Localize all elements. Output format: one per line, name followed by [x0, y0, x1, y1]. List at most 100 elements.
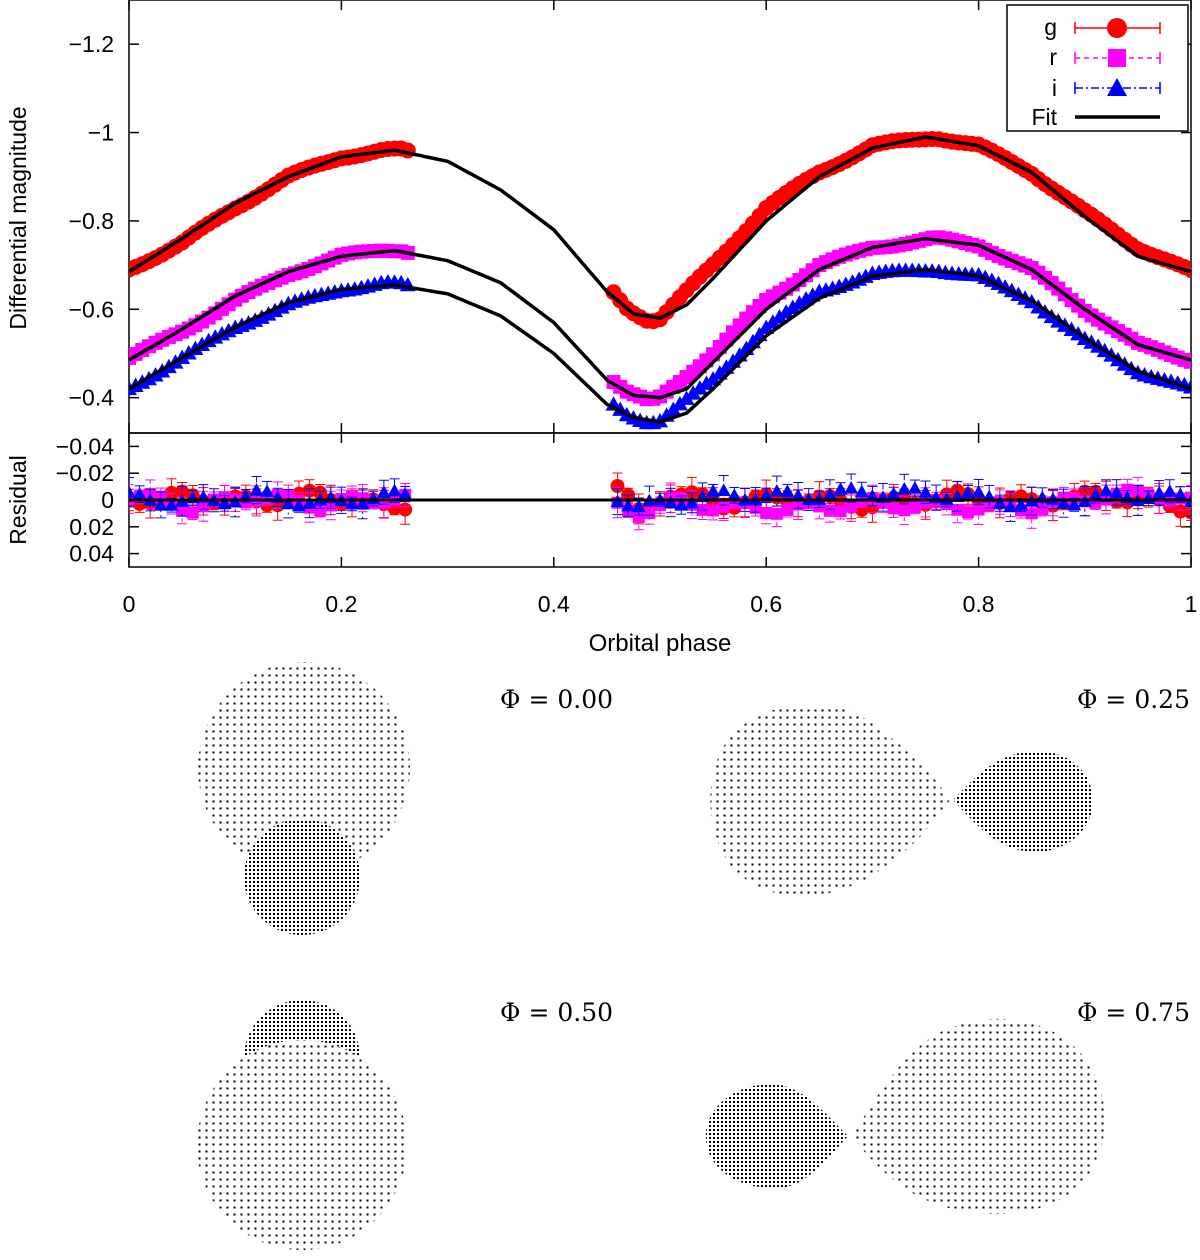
- phase-label: Φ = 0.25: [1077, 685, 1190, 714]
- residual-point-i: [854, 484, 869, 498]
- residual-point-r: [972, 503, 985, 516]
- residual-point-i: [1152, 485, 1167, 499]
- x-tick-label: 0.2: [325, 591, 357, 617]
- fit-line-fit-g: [129, 135, 1191, 320]
- residual-point-i: [345, 496, 360, 510]
- residual-point-r: [770, 507, 783, 520]
- legend-label-g: g: [1044, 14, 1057, 40]
- residual-point-r: [760, 506, 773, 519]
- residual-point-i: [960, 485, 975, 499]
- residual-x-ticks: 0 0.2 0.4 0.6 0.8 1: [123, 433, 1198, 617]
- secondary-star: [953, 751, 1093, 852]
- residual-point-i: [674, 498, 689, 511]
- fit-line-fit-i: [129, 267, 1191, 424]
- data-point-i: [784, 299, 801, 314]
- residual-point-i: [621, 498, 636, 512]
- residual-point-r: [632, 511, 645, 524]
- x-tick-label: 1: [1185, 591, 1198, 617]
- residual-point-r: [781, 503, 794, 516]
- phase-label: Φ = 0.50: [500, 998, 613, 1027]
- residual-point-i: [992, 496, 1007, 509]
- residual-point-r: [717, 500, 730, 513]
- residual-point-i: [387, 483, 402, 497]
- residual-point-r: [1121, 483, 1134, 496]
- primary-star: [197, 1040, 407, 1250]
- residual-y-tick-label: −0.02: [56, 460, 114, 486]
- residual-point-i: [1067, 497, 1082, 511]
- y-axis-label-magnitude: Differential magnitude: [5, 106, 31, 329]
- residual-point-i: [1184, 494, 1191, 508]
- binary-view-phase-025: Φ = 0.25: [710, 685, 1190, 897]
- residual-point-i: [1045, 492, 1060, 505]
- data-point-i: [778, 304, 795, 319]
- x-tick-label: 0.6: [750, 591, 782, 617]
- secondary-star: [706, 1084, 848, 1189]
- residual-point-i: [759, 488, 774, 501]
- residual-point-r: [834, 505, 847, 518]
- residual-point-i: [132, 487, 147, 500]
- residual-point-i: [822, 487, 837, 501]
- residual-point-r: [887, 502, 900, 515]
- legend-marker-g: [1107, 18, 1127, 38]
- residual-point-i: [886, 486, 901, 500]
- y-tick-label: −0.8: [69, 208, 114, 234]
- residual-point-r: [197, 500, 210, 513]
- residual-point-i: [844, 481, 859, 494]
- residual-point-r: [1036, 503, 1049, 516]
- y-tick-label: −1: [88, 120, 114, 146]
- residual-point-i: [164, 498, 179, 511]
- legend-marker-i: [1107, 78, 1127, 96]
- data-point-i: [698, 375, 715, 390]
- residual-point-r: [908, 501, 921, 514]
- residual-point-i: [1014, 498, 1029, 511]
- residual-point-i: [398, 487, 413, 500]
- primary-star: [710, 704, 950, 897]
- data-point-i: [791, 295, 808, 310]
- residual-point-i: [1056, 496, 1071, 509]
- binary-view-phase-075: Φ = 0.75: [706, 998, 1190, 1215]
- legend: g r i Fit: [1006, 4, 1189, 132]
- residual-point-i: [971, 485, 986, 498]
- light-curve-fit-lines: [129, 135, 1191, 424]
- legend-entry-fit: Fit: [1031, 104, 1160, 130]
- residual-point-i: [907, 481, 922, 494]
- residual-point-i: [1088, 487, 1103, 501]
- legend-entry-r: r: [1049, 44, 1161, 70]
- residual-point-i: [769, 484, 784, 497]
- x-tick-label: 0.4: [538, 591, 570, 617]
- residual-point-i: [1162, 484, 1177, 497]
- residual-point-i: [1003, 499, 1018, 513]
- residual-point-i: [281, 496, 296, 510]
- primary-star: [198, 662, 410, 874]
- residual-y-tick-label: 0.02: [69, 514, 114, 540]
- residual-series-r: [129, 476, 1191, 531]
- legend-label-r: r: [1049, 44, 1057, 70]
- residual-point-i: [260, 484, 275, 498]
- legend-box: [1006, 4, 1189, 132]
- data-point-i: [691, 380, 708, 395]
- residual-point-r: [823, 504, 836, 517]
- residual-point-i: [238, 489, 253, 502]
- x-axis-label: Orbital phase: [589, 630, 732, 657]
- phase-label: Φ = 0.00: [500, 685, 613, 714]
- residual-y-tick-label: 0: [101, 487, 114, 513]
- primary-star: [852, 1018, 1105, 1215]
- x-tick-label: 0.8: [963, 591, 995, 617]
- residual-point-i: [918, 485, 933, 498]
- residual-point-r: [961, 506, 974, 519]
- residual-point-r: [845, 500, 858, 513]
- residual-point-i: [1109, 485, 1124, 499]
- residual-point-i: [727, 488, 742, 501]
- residual-point-i: [291, 498, 306, 512]
- residual-y-tick-label: −0.04: [56, 433, 114, 459]
- residual-point-r: [1025, 507, 1038, 520]
- residual-point-i: [153, 497, 168, 511]
- binary-views: Φ = 0.00 Φ = 0.25 Φ = 0.50 Φ = 0.75: [197, 662, 1190, 1250]
- residual-point-i: [716, 483, 731, 496]
- light-curve-x-ticks: [128, 0, 1192, 433]
- residual-point-i: [897, 482, 912, 495]
- residual-point-i: [631, 499, 646, 513]
- residual-point-g: [1173, 504, 1188, 519]
